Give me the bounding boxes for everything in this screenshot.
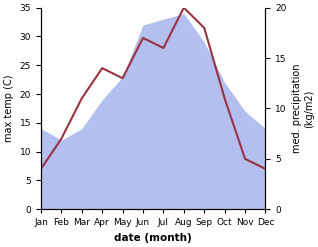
X-axis label: date (month): date (month) bbox=[114, 233, 192, 243]
Y-axis label: max temp (C): max temp (C) bbox=[4, 75, 14, 142]
Y-axis label: med. precipitation
(kg/m2): med. precipitation (kg/m2) bbox=[292, 64, 314, 153]
